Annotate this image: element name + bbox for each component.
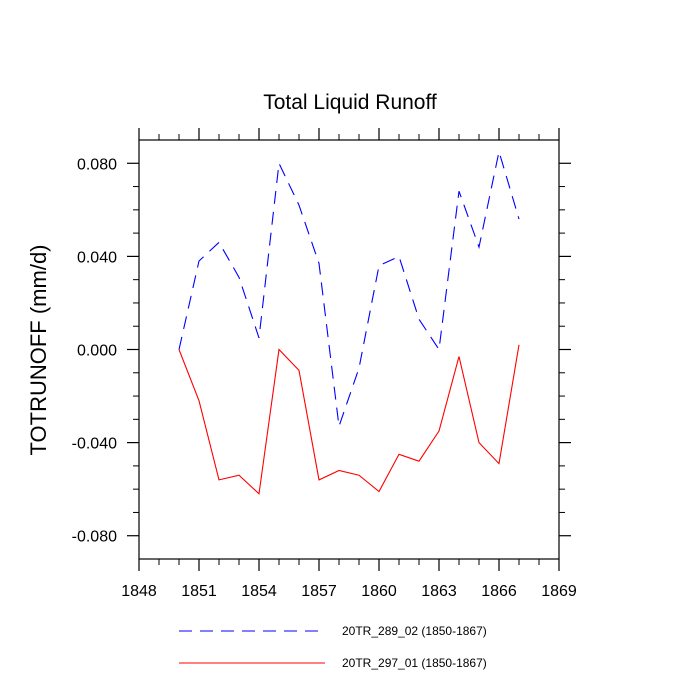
y-tick-label: -0.040 xyxy=(72,436,117,453)
x-tick-label: 1869 xyxy=(541,583,577,600)
x-tick-labels: 1848 1851 1854 1857 1860 1863 1866 1869 xyxy=(121,583,577,600)
y-tick-label: 0.040 xyxy=(77,249,117,266)
series-line-1 xyxy=(178,151,520,427)
y-tick-label: 0.080 xyxy=(77,156,117,173)
y-axis-label: TOTRUNOFF (mm/d) xyxy=(26,244,51,455)
legend: 20TR_289_02 (1850-1867) 20TR_297_01 (1850… xyxy=(179,624,487,670)
x-tick-label: 1866 xyxy=(481,583,517,600)
plot-series xyxy=(178,151,520,495)
chart-title: Total Liquid Runoff xyxy=(263,91,437,114)
x-tick-label: 1860 xyxy=(361,583,397,600)
x-tick-label: 1857 xyxy=(301,583,337,600)
x-tick-label: 1851 xyxy=(181,583,217,600)
y-tick-label: -0.080 xyxy=(72,529,117,546)
x-tick-label: 1854 xyxy=(241,583,277,600)
y-tick-labels: 0.080 0.040 0.000 -0.040 -0.080 xyxy=(72,156,117,545)
y-tick-label: 0.000 xyxy=(77,343,117,360)
legend-label-1: 20TR_289_02 (1850-1867) xyxy=(342,624,487,638)
x-tick-label: 1863 xyxy=(421,583,457,600)
legend-label-2: 20TR_297_01 (1850-1867) xyxy=(342,656,487,670)
x-tick-label: 1848 xyxy=(121,583,157,600)
plot-frame xyxy=(138,139,560,560)
axis-ticks xyxy=(127,128,571,571)
series-line-2 xyxy=(178,344,520,495)
